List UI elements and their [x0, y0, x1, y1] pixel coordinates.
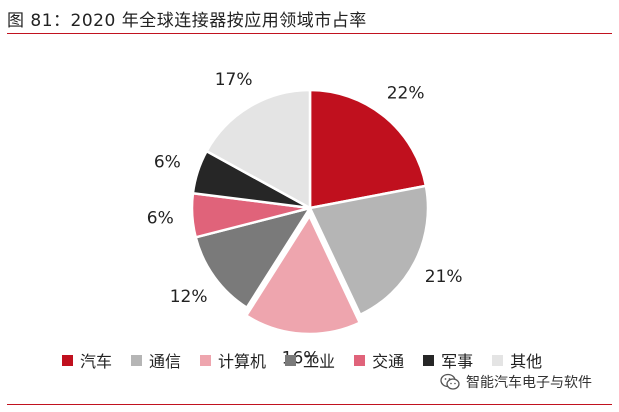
legend-swatch-auto — [62, 354, 73, 366]
data-label-industrial: 12% — [170, 287, 208, 307]
legend-label-computer: 计算机 — [218, 352, 267, 371]
legend-swatch-industrial — [285, 354, 297, 366]
data-label-transport: 6% — [147, 208, 174, 228]
pie-slice-computer — [245, 214, 361, 336]
wechat-icon — [440, 373, 460, 390]
chart-title: 图 81：2020 年全球连接器按应用领域市占率 — [7, 11, 367, 31]
legend-label-military: 军事 — [441, 352, 474, 371]
legend-item-transport: 交通 — [354, 348, 404, 372]
bottom-divider — [7, 404, 612, 405]
legend-item-other: 其他 — [492, 348, 542, 372]
data-label-military: 6% — [154, 153, 181, 173]
legend-label-industrial: 工业 — [303, 352, 336, 371]
title-divider — [7, 33, 612, 34]
legend-swatch-transport — [354, 354, 366, 366]
legend-label-auto: 汽车 — [80, 352, 113, 371]
pie-slice-auto — [308, 88, 428, 210]
legend-item-telecom: 通信 — [131, 348, 181, 372]
pie-slice-telecom — [308, 184, 430, 317]
watermark-text: 智能汽车电子与软件 — [466, 375, 592, 391]
legend-label-telecom: 通信 — [149, 352, 182, 371]
data-label-telecom: 21% — [425, 267, 463, 287]
legend-swatch-military — [423, 354, 435, 366]
chart-legend: 汽车 通信 计算机 工业 交通 军事 其他 — [62, 348, 561, 372]
legend-swatch-telecom — [131, 354, 143, 366]
legend-item-computer: 计算机 — [200, 348, 266, 372]
pie-slice-industrial — [194, 206, 312, 309]
legend-label-other: 其他 — [510, 352, 543, 371]
pie-data-labels: 22%21%16%12%6%6%17% — [147, 70, 463, 369]
legend-item-military: 军事 — [423, 348, 473, 372]
legend-item-auto: 汽车 — [62, 348, 112, 372]
legend-label-transport: 交通 — [372, 352, 405, 371]
data-label-auto: 22% — [387, 83, 425, 103]
pie-slice-other — [205, 88, 312, 210]
data-label-other: 17% — [215, 70, 253, 90]
pie-slices — [190, 88, 430, 336]
legend-item-industrial: 工业 — [285, 348, 335, 372]
legend-swatch-computer — [200, 354, 212, 366]
legend-swatch-other — [492, 354, 504, 366]
watermark: 智能汽车电子与软件 — [440, 372, 592, 392]
